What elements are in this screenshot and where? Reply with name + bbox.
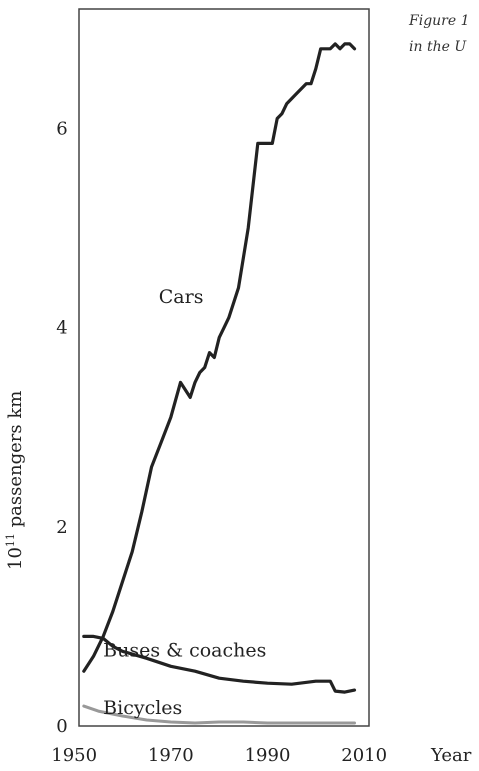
y-label-base: 10 bbox=[5, 547, 26, 570]
series-label-cars: Cars bbox=[159, 286, 204, 308]
x-tick-label-1: 1970 bbox=[148, 745, 194, 766]
caption-line-1: Figure 1 bbox=[409, 13, 470, 29]
y-tick-label-2: 4 bbox=[56, 318, 67, 339]
x-tick-label-3: 2010 bbox=[341, 745, 387, 766]
y-label-rest: passengers km bbox=[5, 390, 26, 534]
plot-frame bbox=[78, 8, 370, 727]
y-label-exponent: 11 bbox=[4, 533, 17, 548]
x-tick-label-2: 1990 bbox=[245, 745, 291, 766]
x-tick-label-0: 1950 bbox=[51, 745, 97, 766]
y-tick-label-0: 0 bbox=[56, 716, 67, 737]
series-line-bicycles bbox=[82, 704, 356, 725]
y-tick-label-3: 6 bbox=[56, 119, 67, 140]
x-axis-label: Year bbox=[430, 745, 472, 766]
series-line-cars bbox=[82, 42, 357, 673]
y-tick-label-1: 2 bbox=[56, 517, 67, 538]
caption-line-2: in the U bbox=[409, 39, 467, 55]
series-label-bicycles: Bicycles bbox=[103, 697, 182, 719]
series-label-buses-coaches: Buses & coaches bbox=[103, 639, 266, 661]
figure-caption: Figure 1 in the U bbox=[409, 8, 470, 60]
y-axis-label: 1011 passengers km bbox=[4, 391, 26, 570]
series-line-buses-coaches bbox=[82, 634, 357, 694]
